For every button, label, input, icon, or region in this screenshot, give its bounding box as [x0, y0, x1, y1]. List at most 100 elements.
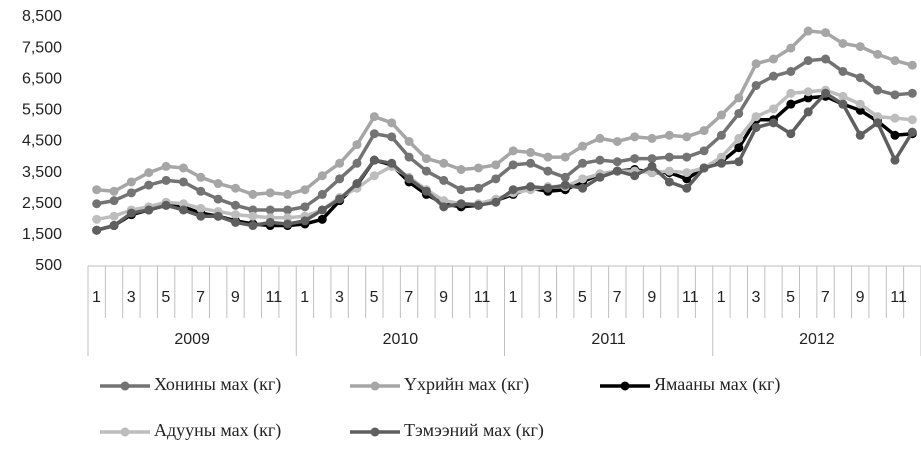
point — [873, 49, 883, 59]
point — [178, 205, 188, 215]
x-tick-label: 11 — [474, 289, 491, 306]
point — [352, 179, 362, 189]
point — [907, 115, 917, 125]
point — [109, 186, 119, 196]
point — [161, 200, 171, 210]
point — [126, 208, 136, 218]
point — [595, 172, 605, 182]
y-tick-label: 4,500 — [22, 133, 62, 150]
point — [231, 217, 241, 227]
point — [890, 113, 900, 123]
point — [734, 93, 744, 103]
point — [317, 189, 327, 199]
x-tick-label: 1 — [92, 289, 101, 306]
point — [664, 152, 674, 162]
point — [317, 214, 327, 224]
point — [716, 130, 726, 140]
point — [439, 175, 449, 185]
point — [92, 199, 102, 209]
point — [821, 54, 831, 64]
x-tick-label: 9 — [856, 289, 865, 306]
point — [369, 112, 379, 122]
point — [734, 108, 744, 118]
point — [526, 182, 536, 192]
point — [369, 155, 379, 165]
point — [317, 205, 327, 215]
point — [421, 166, 431, 176]
point — [768, 104, 778, 114]
point — [578, 174, 588, 184]
point — [421, 186, 431, 196]
legend-marker — [120, 427, 130, 437]
point — [196, 172, 206, 182]
x-tick-label: 7 — [404, 289, 413, 306]
point — [248, 221, 258, 231]
point — [630, 132, 640, 142]
point — [647, 154, 657, 164]
point — [699, 163, 709, 173]
point — [560, 180, 570, 190]
point — [109, 196, 119, 206]
y-tick-label: 7,500 — [22, 39, 62, 56]
point — [473, 183, 483, 193]
point — [283, 219, 293, 229]
point — [543, 152, 553, 162]
point — [456, 185, 466, 195]
point — [855, 130, 865, 140]
point — [213, 179, 223, 189]
point — [786, 66, 796, 76]
point — [734, 143, 744, 153]
point — [786, 129, 796, 139]
point — [161, 175, 171, 185]
point — [144, 168, 154, 178]
point — [786, 99, 796, 109]
x-tick-label: 7 — [196, 289, 205, 306]
point — [907, 88, 917, 98]
point — [352, 158, 362, 168]
point — [387, 158, 397, 168]
point — [369, 129, 379, 139]
y-tick-label: 3,500 — [22, 164, 62, 181]
x-tick-label: 11 — [266, 289, 283, 306]
point — [716, 152, 726, 162]
point — [873, 85, 883, 95]
point — [231, 200, 241, 210]
point — [126, 177, 136, 187]
point — [126, 188, 136, 198]
point — [213, 211, 223, 221]
legend-label: Ямааны мах (кг) — [654, 374, 780, 395]
y-tick-label: 500 — [35, 257, 62, 274]
point — [300, 216, 310, 226]
point — [855, 73, 865, 83]
point — [907, 60, 917, 70]
x-tick-label: 1 — [717, 289, 726, 306]
x-tick-label: 7 — [821, 289, 830, 306]
x-tick-label: 5 — [786, 289, 795, 306]
point — [473, 200, 483, 210]
point — [265, 217, 275, 227]
point — [682, 168, 692, 178]
point — [144, 180, 154, 190]
point — [630, 171, 640, 181]
point — [543, 183, 553, 193]
point — [751, 80, 761, 90]
point — [821, 88, 831, 98]
point — [786, 43, 796, 53]
point — [873, 118, 883, 128]
point — [803, 26, 813, 36]
point — [335, 174, 345, 184]
x-tick-label: 5 — [161, 289, 170, 306]
point — [578, 158, 588, 168]
point — [352, 140, 362, 150]
point — [612, 166, 622, 176]
point — [439, 158, 449, 168]
point — [890, 90, 900, 100]
point — [543, 166, 553, 176]
point — [786, 88, 796, 98]
point — [890, 56, 900, 66]
point — [161, 161, 171, 171]
point — [838, 99, 848, 109]
point — [664, 177, 674, 187]
x-tick-label: 9 — [231, 289, 240, 306]
